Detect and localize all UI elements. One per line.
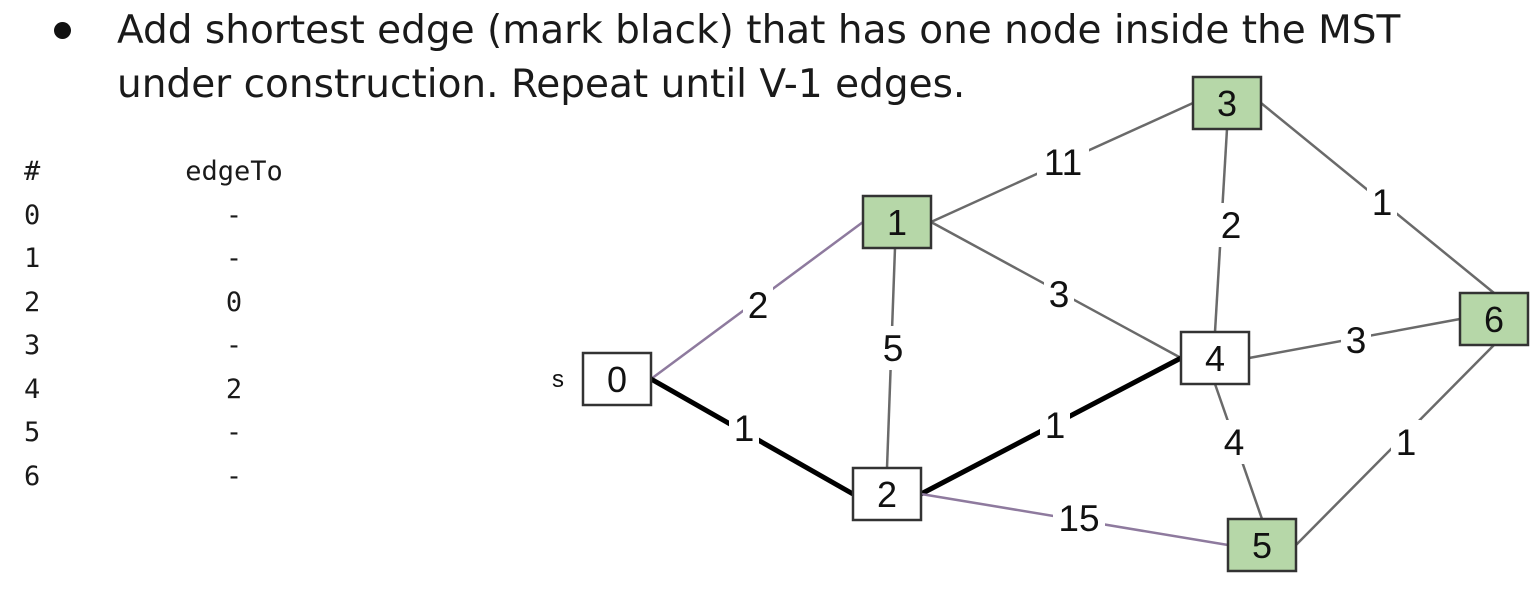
node-label: 0	[607, 359, 627, 400]
edge-weight-4-5: 4	[1224, 422, 1245, 463]
edge-weight-background	[1040, 403, 1070, 447]
edge-weight-1-2: 5	[883, 328, 904, 369]
edge-weight-3-6: 1	[1372, 182, 1393, 223]
row-index: 2	[24, 286, 41, 318]
edge-weight-5-6: 1	[1396, 422, 1417, 463]
edge-weight-4-6: 3	[1346, 320, 1367, 361]
source-label: s	[552, 366, 564, 393]
row-index: 0	[24, 199, 41, 231]
node-box	[851, 466, 923, 522]
edge-weight-background	[878, 326, 908, 370]
row-index: 1	[24, 243, 41, 274]
row-edgeto: -	[225, 460, 243, 492]
node-6: 6	[1458, 291, 1530, 347]
edge-weight-background	[1044, 272, 1074, 316]
node-label: 3	[1217, 83, 1237, 124]
edge-weight-3-4: 2	[1221, 205, 1242, 246]
column-header-index: #	[24, 156, 41, 187]
row-index: 4	[24, 373, 41, 405]
row-index: 3	[24, 330, 41, 361]
node-1: 1	[861, 194, 933, 250]
node-label: 1	[887, 202, 907, 243]
edge-weight-background	[1367, 180, 1397, 224]
node-label: 2	[877, 474, 897, 515]
edge-weight-0-2: 1	[734, 408, 755, 449]
row-edgeto: -	[225, 243, 243, 274]
edge-weight-1-4: 3	[1049, 274, 1070, 315]
row-index: 6	[24, 460, 41, 492]
nodes-layer: 0 1 2 3 4 5 6	[581, 75, 1530, 573]
node-2: 2	[851, 466, 923, 522]
row-edgeto: -	[225, 199, 243, 231]
column-header-edgeto: edgeTo	[185, 156, 283, 187]
edge-weight-background	[1216, 203, 1246, 247]
row-edgeto: 2	[225, 373, 243, 405]
node-3: 3	[1191, 75, 1263, 131]
row-edgeto: -	[225, 417, 243, 448]
edge-weight-background	[1037, 140, 1089, 184]
edge-weight-0-1: 2	[748, 285, 769, 326]
instruction-text: Add shortest edge (mark black) that has …	[117, 8, 1401, 107]
row-index: 5	[24, 417, 41, 448]
node-box	[861, 194, 933, 250]
edge-weight-background	[729, 406, 759, 450]
edge-weight-2-4: 1	[1045, 405, 1066, 446]
edge-weight-background	[1219, 420, 1249, 464]
node-box	[1191, 75, 1263, 131]
edge-weight-2-5: 15	[1058, 498, 1099, 539]
edge-weight-1-3: 11	[1044, 142, 1082, 183]
edge-weight-background	[1053, 496, 1105, 540]
bullet-icon	[54, 22, 71, 39]
edge-weight-background	[743, 283, 773, 327]
node-box	[581, 351, 653, 407]
node-label: 4	[1205, 338, 1225, 379]
node-4: 4	[1179, 330, 1251, 386]
edge-weight-background	[1341, 318, 1371, 362]
node-box	[1226, 517, 1298, 573]
edge-weight-background	[1391, 420, 1421, 464]
node-label: 5	[1252, 525, 1272, 566]
node-box	[1458, 291, 1530, 347]
node-0: 0	[581, 351, 653, 407]
row-edgeto: -	[225, 330, 243, 361]
node-label: 6	[1484, 299, 1504, 340]
row-edgeto: 0	[225, 286, 243, 318]
node-5: 5	[1226, 517, 1298, 573]
node-box	[1179, 330, 1251, 386]
